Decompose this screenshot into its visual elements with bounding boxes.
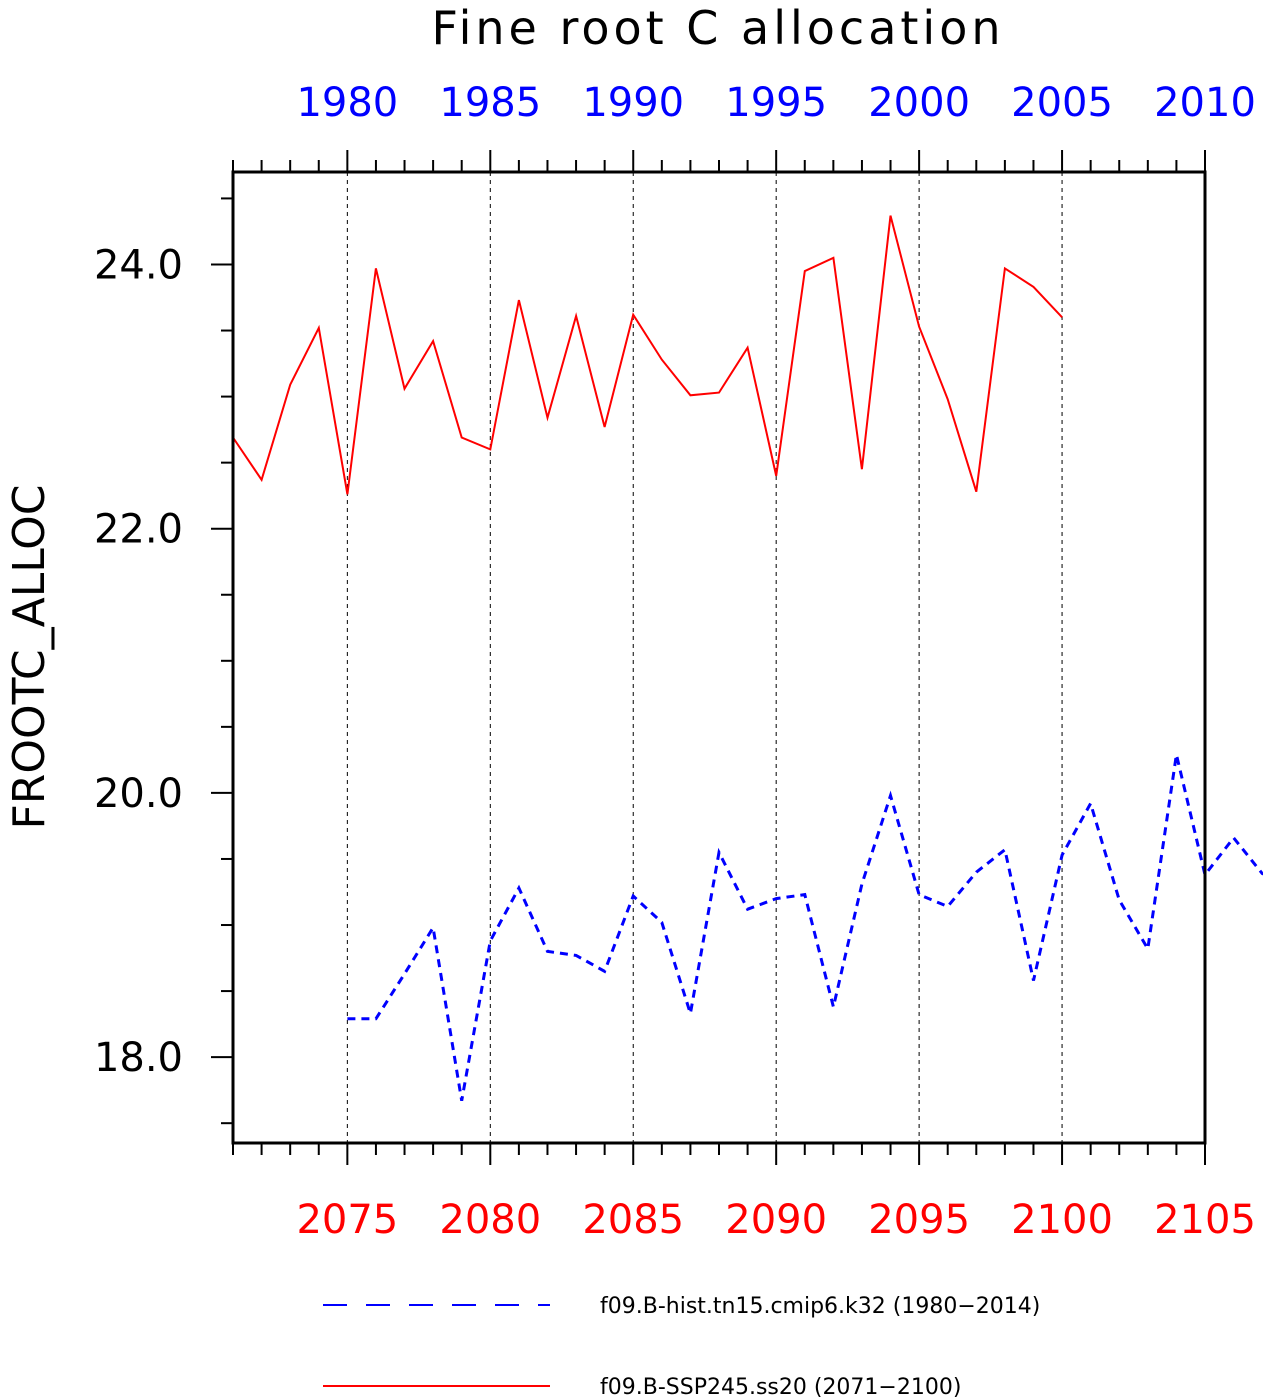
y-tick-label: 22.0 bbox=[94, 507, 183, 553]
bottom-tick-label: 2085 bbox=[582, 1197, 684, 1243]
bottom-tick-label: 2080 bbox=[439, 1197, 541, 1243]
series-line-hist bbox=[347, 754, 1263, 1101]
top-tick-label: 1985 bbox=[439, 80, 541, 126]
axes: 2075 2080 2085 2090 2095 2100 2105 1980 1985 1990… bbox=[94, 80, 1256, 1243]
legend-label: f09.B-SSP245.ss20 (2071−2100) bbox=[600, 1375, 961, 1400]
y-tick-label: 18.0 bbox=[94, 1035, 183, 1081]
top-tick-label: 1980 bbox=[296, 80, 398, 126]
y-tick-label: 20.0 bbox=[94, 771, 183, 817]
top-tick-label: 1995 bbox=[725, 80, 827, 126]
bottom-tick-label: 2095 bbox=[868, 1197, 970, 1243]
series-layer bbox=[232, 215, 1263, 1101]
chart-title: Fine root C allocation bbox=[431, 1, 1004, 55]
series-line-ssp245 bbox=[232, 215, 1063, 495]
bottom-tick-label: 2105 bbox=[1154, 1197, 1256, 1243]
legend: f09.B-hist.tn15.cmip6.k32 (1980−2014) f09… bbox=[323, 1294, 1040, 1400]
top-tick-label: 2000 bbox=[868, 80, 970, 126]
legend-label: f09.B-hist.tn15.cmip6.k32 (1980−2014) bbox=[600, 1294, 1040, 1319]
top-tick-label: 2010 bbox=[1154, 80, 1256, 126]
top-tick-label: 2005 bbox=[1011, 80, 1113, 126]
vertical-gridlines bbox=[346, 172, 1063, 1143]
bottom-tick-label: 2100 bbox=[1011, 1197, 1113, 1243]
y-tick-label: 24.0 bbox=[94, 242, 183, 288]
top-tick-label: 1990 bbox=[582, 80, 684, 126]
y-axis-label: FROOTC_ALLOC bbox=[4, 484, 55, 829]
bottom-tick-label: 2090 bbox=[725, 1197, 827, 1243]
bottom-tick-label: 2075 bbox=[296, 1197, 398, 1243]
plot-frame bbox=[231, 170, 1207, 1145]
